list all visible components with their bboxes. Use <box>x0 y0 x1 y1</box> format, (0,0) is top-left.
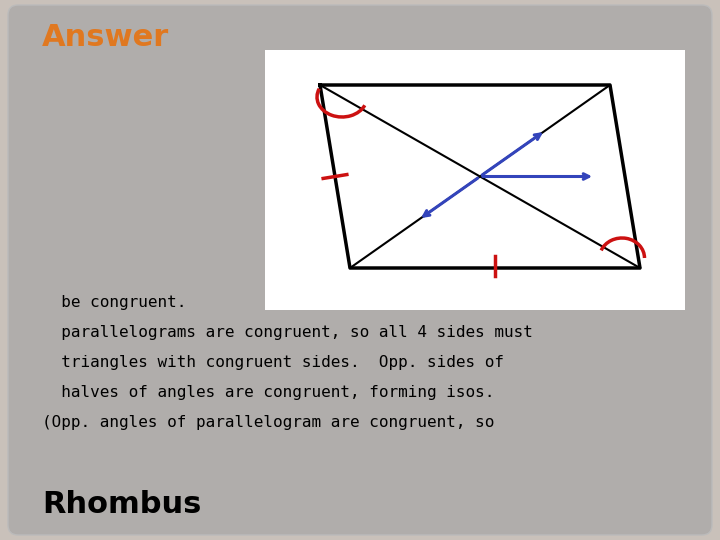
Text: be congruent.: be congruent. <box>42 295 186 310</box>
Text: parallelograms are congruent, so all 4 sides must: parallelograms are congruent, so all 4 s… <box>42 325 533 340</box>
Text: Rhombus: Rhombus <box>42 490 202 519</box>
Text: Answer: Answer <box>42 23 169 52</box>
Text: (Opp. angles of parallelogram are congruent, so: (Opp. angles of parallelogram are congru… <box>42 415 495 430</box>
FancyBboxPatch shape <box>8 5 712 535</box>
Text: halves of angles are congruent, forming isos.: halves of angles are congruent, forming … <box>42 385 495 400</box>
Bar <box>265 50 685 310</box>
Text: triangles with congruent sides.  Opp. sides of: triangles with congruent sides. Opp. sid… <box>42 355 504 370</box>
